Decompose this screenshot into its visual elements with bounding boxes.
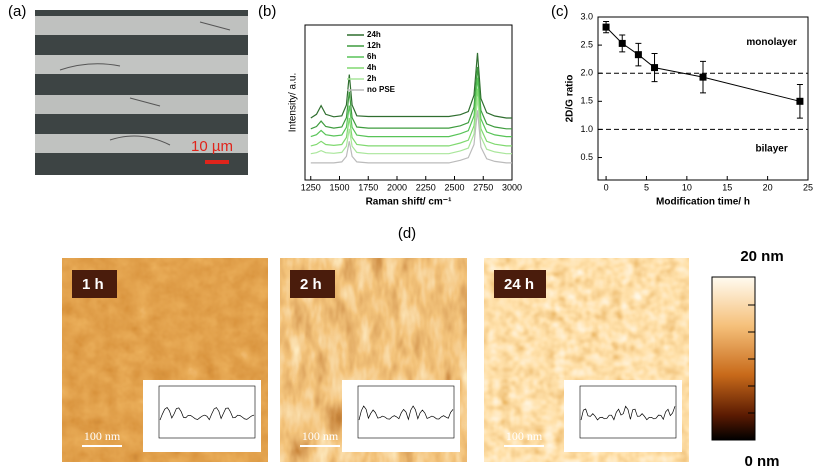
inset-frame (158, 385, 256, 439)
x-tick-label: 1750 (358, 182, 378, 192)
afm-overlays: 1 h 100 nm 2 h 100 nm 24 h 100 nm (72, 270, 682, 452)
scale-bar (205, 160, 229, 164)
x-tick-label: 3000 (502, 182, 522, 192)
inset-profile (580, 405, 676, 421)
scale-bar-label: 100 nm (302, 429, 339, 443)
y-axis-label: Intensity/ a.u. (288, 73, 299, 132)
y-tick-label: 1.0 (580, 124, 593, 134)
panel-label: (a) (8, 3, 26, 20)
legend-label: no PSE (367, 85, 396, 94)
marker (651, 64, 659, 72)
x-tick-label: 1250 (301, 182, 321, 192)
marker (634, 51, 642, 59)
plot-frame (304, 24, 513, 181)
micrograph (35, 10, 248, 175)
image-label: 2 h (300, 276, 322, 293)
annotation: bilayer (756, 144, 788, 155)
y-axis-label: 2D/G ratio (565, 75, 576, 123)
legend-label: 2h (367, 74, 376, 83)
marker (602, 23, 610, 31)
plot-frame (597, 16, 809, 181)
spectrum (310, 97, 512, 155)
x-tick-label: 5 (644, 182, 649, 192)
y-tick-label: 2.0 (580, 68, 593, 78)
colorbar (711, 276, 756, 441)
scale-bar-label: 100 nm (506, 429, 543, 443)
x-axis-label: Raman shift/ cm⁻¹ (366, 197, 453, 208)
legend-label: 24h (367, 30, 381, 39)
spectrum (310, 66, 512, 130)
y-tick-label: 1.5 (580, 96, 593, 106)
x-tick-label: 2000 (387, 182, 407, 192)
colorbar-ticks (748, 304, 755, 414)
panel-label: (b) (258, 3, 276, 20)
panel-label: (d) (398, 225, 416, 242)
x-axis-label: Modification time/ h (656, 197, 750, 208)
x-tick-label: 1500 (329, 182, 349, 192)
x-tick-label: 20 (763, 182, 773, 192)
image-label-box (72, 270, 117, 298)
image-label: 1 h (82, 276, 104, 293)
x-tick-label: 15 (722, 182, 732, 192)
y-tick-label: 2.5 (580, 39, 593, 49)
colorbar-max: 20 nm (740, 248, 783, 265)
inset (564, 380, 682, 452)
panel-label: (c) (551, 3, 569, 20)
marker (699, 73, 707, 81)
spectrum (310, 110, 512, 164)
scale-bar-label: 10 µm (191, 138, 233, 155)
legend-label: 6h (367, 52, 376, 61)
y-tick-label: 3.0 (580, 11, 593, 21)
inset-frame (579, 385, 677, 439)
inset-profile (358, 405, 454, 421)
charts: (b) 1250 1500 1750 2000 2250 2500 2750 3000 Raman… (258, 3, 813, 208)
x-tick-label: 2750 (473, 182, 493, 192)
scale-bar-label: 100 nm (84, 429, 121, 443)
image-label-box (290, 270, 335, 298)
x-tick-label: 0 (604, 182, 609, 192)
x-tick-label: 2500 (444, 182, 464, 192)
legend-label: 12h (367, 41, 381, 50)
legend-label: 4h (367, 63, 376, 72)
spectrum (310, 88, 512, 147)
x-tick-label: 25 (803, 182, 813, 192)
image-label: 24 h (504, 276, 534, 293)
colorbar-min: 0 nm (744, 453, 779, 470)
inset (342, 380, 460, 452)
marker (796, 97, 804, 105)
marker (618, 39, 626, 47)
annotation: monolayer (746, 37, 797, 48)
x-tick-label: 2250 (416, 182, 436, 192)
inset-profile (159, 407, 255, 421)
spectrum (310, 77, 512, 138)
inset-frame (357, 385, 455, 439)
x-tick-label: 10 (682, 182, 692, 192)
y-tick-label: 0.5 (580, 152, 593, 162)
image-label-box (494, 270, 546, 298)
spectrum (310, 52, 512, 119)
